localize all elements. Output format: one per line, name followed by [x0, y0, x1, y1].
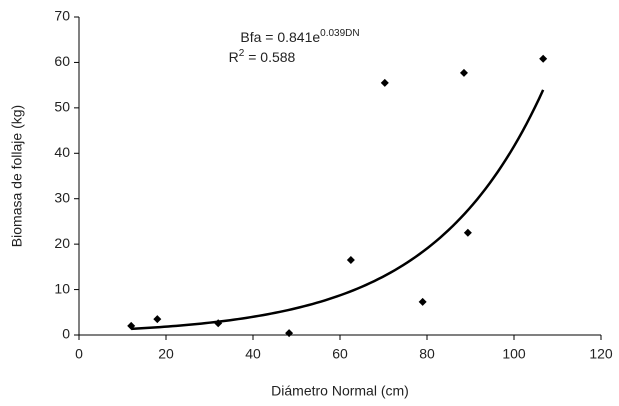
point [380, 78, 389, 87]
r2-rest: = 0.588 [244, 49, 295, 65]
y-tick-label: 20 [54, 235, 70, 251]
x-tick-label: 100 [502, 346, 526, 362]
trend-r2: R2 = 0.588 [229, 48, 296, 65]
x-tick-label: 0 [75, 346, 83, 362]
equation-base: Bfa = 0.841e [240, 29, 320, 45]
x-tick-label: 120 [589, 346, 613, 362]
x-tick-label: 20 [158, 346, 174, 362]
y-tick-label: 40 [54, 144, 70, 160]
point [214, 319, 223, 328]
x-tick-label: 60 [332, 346, 348, 362]
x-tick-label: 80 [419, 346, 435, 362]
y-tick-label: 0 [62, 326, 70, 342]
x-tick-label: 40 [245, 346, 261, 362]
y-axis-label: Biomasa de follaje (kg) [9, 105, 25, 247]
y-tick-label: 30 [54, 189, 70, 205]
trend-equation: Bfa = 0.841e0.039DN [240, 28, 359, 45]
point [346, 256, 355, 265]
equation-exponent: 0.039DN [320, 28, 359, 39]
y-tick-label: 50 [54, 99, 70, 115]
x-axis-label: Diámetro Normal (cm) [271, 383, 409, 399]
trendline [131, 89, 545, 331]
y-tick-label: 70 [54, 8, 70, 24]
r2-base: R [229, 49, 239, 65]
y-tick-label: 60 [54, 53, 70, 69]
y-tick-label: 10 [54, 280, 70, 296]
point [539, 54, 548, 63]
point [153, 315, 162, 324]
r2-exponent: 2 [239, 48, 245, 59]
point [459, 68, 468, 77]
point [285, 329, 294, 338]
point [127, 321, 136, 330]
point [463, 228, 472, 237]
point [418, 297, 427, 306]
